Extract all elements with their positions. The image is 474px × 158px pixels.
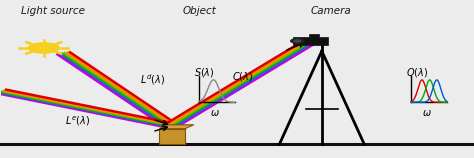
Text: $L^e(\lambda)$: $L^e(\lambda)$ <box>65 115 91 128</box>
Text: $\omega$: $\omega$ <box>422 108 432 118</box>
Text: Light source: Light source <box>21 6 85 16</box>
Text: $Q(\lambda)$: $Q(\lambda)$ <box>406 66 428 79</box>
Bar <box>309 34 319 37</box>
Text: $\omega$: $\omega$ <box>210 108 220 118</box>
Text: Camera: Camera <box>311 6 352 16</box>
Circle shape <box>291 39 304 43</box>
Text: $S(\lambda)$: $S(\lambda)$ <box>194 66 215 79</box>
Text: $L^d(\lambda)$: $L^d(\lambda)$ <box>140 72 166 87</box>
Text: $C(\lambda)$: $C(\lambda)$ <box>232 70 254 83</box>
Polygon shape <box>159 125 194 129</box>
Text: Object: Object <box>182 6 216 16</box>
Circle shape <box>28 43 59 53</box>
Bar <box>292 37 328 45</box>
Bar <box>159 129 185 144</box>
Circle shape <box>294 40 301 42</box>
